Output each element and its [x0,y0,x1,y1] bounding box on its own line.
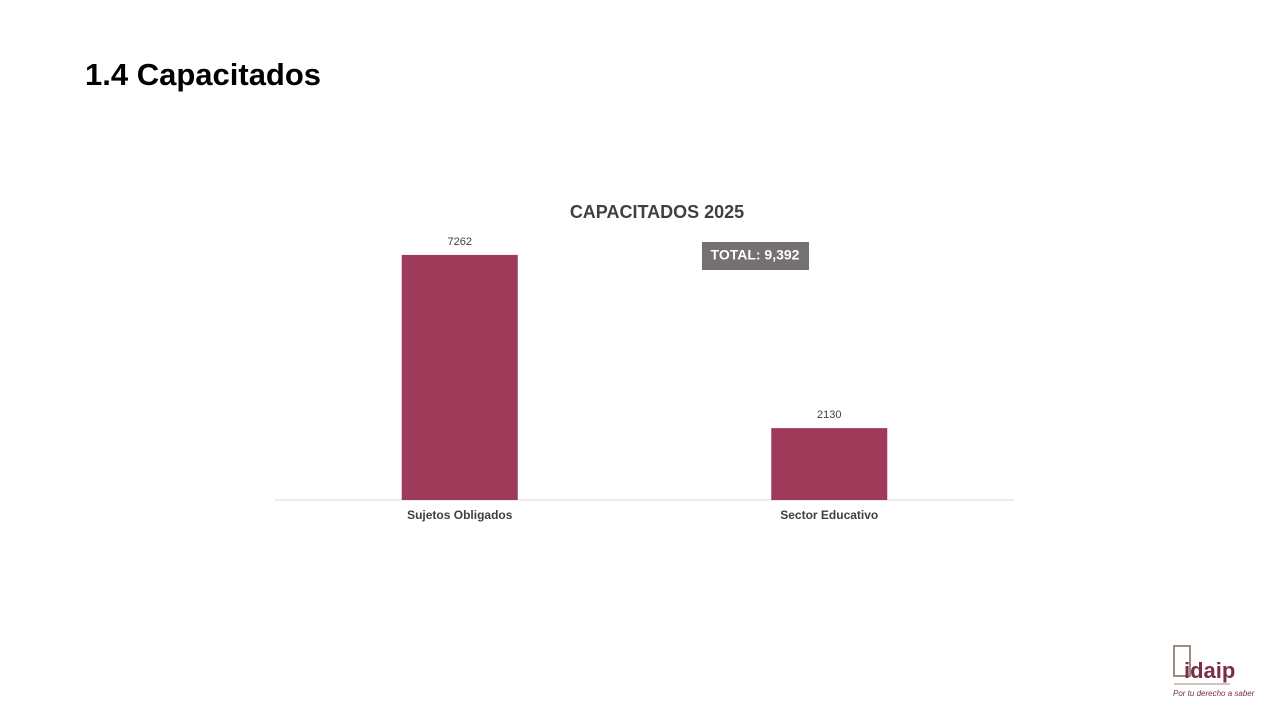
total-annotation: TOTAL: 9,392 [711,247,800,263]
slide-heading: 1.4 Capacitados [85,57,321,92]
x-tick-label: Sector Educativo [780,508,878,522]
logo-name: idaip [1184,658,1235,683]
data-label: 2130 [817,409,841,421]
chart-title: CAPACITADOS 2025 [570,202,744,222]
logo: idaip Por tu derecho a saber [1173,645,1255,698]
total-box [702,242,809,270]
bar [771,428,888,500]
data-label: 7262 [448,236,472,248]
logo-tagline: Por tu derecho a saber [1173,689,1255,698]
x-tick-label: Sujetos Obligados [407,508,513,522]
logo-icon [1173,645,1191,677]
bar [401,254,518,500]
